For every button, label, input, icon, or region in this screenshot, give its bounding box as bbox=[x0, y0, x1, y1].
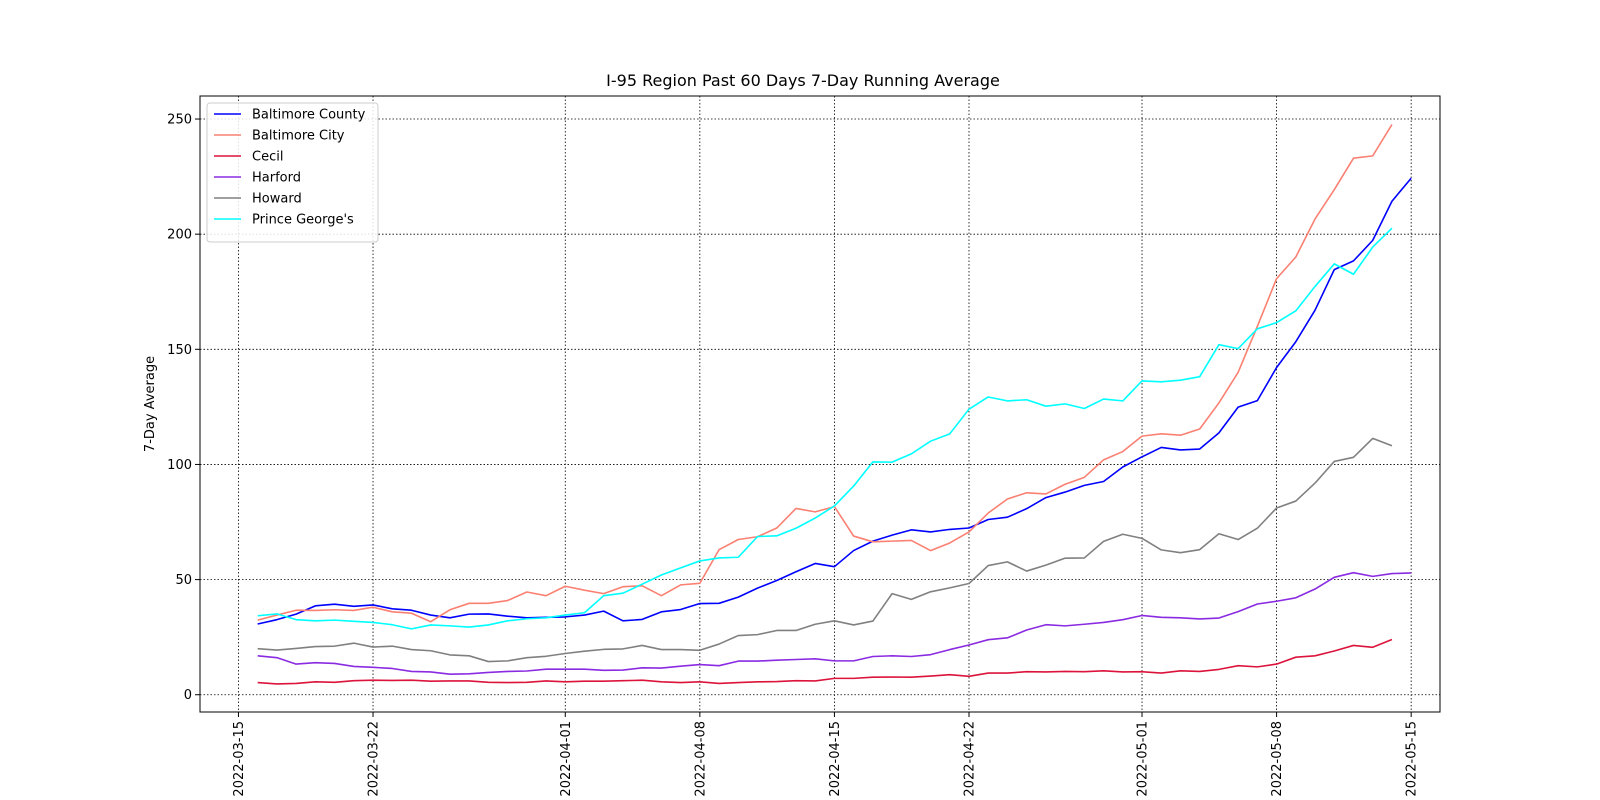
series-line-5 bbox=[257, 227, 1393, 630]
x-tick-label: 2022-03-22 bbox=[367, 721, 382, 797]
series-line-4 bbox=[257, 437, 1393, 663]
x-tick-label: 2022-04-08 bbox=[693, 721, 708, 797]
x-tick-label: 2022-05-01 bbox=[1136, 721, 1151, 797]
y-tick-label: 200 bbox=[167, 228, 192, 243]
legend-label: Baltimore County bbox=[252, 108, 366, 123]
legend-label: Prince George's bbox=[252, 213, 354, 228]
legend-label: Harford bbox=[252, 171, 301, 186]
y-axis: 0 50 100 150 200 250 bbox=[167, 113, 200, 703]
x-tick-label: 2022-04-01 bbox=[559, 721, 574, 797]
x-tick-label: 2022-04-15 bbox=[828, 721, 843, 797]
legend: Baltimore County Baltimore City Cecil Harfo… bbox=[206, 102, 379, 243]
x-tick-label: 2022-03-15 bbox=[232, 721, 247, 797]
y-tick-label: 150 bbox=[167, 343, 192, 358]
legend-label: Baltimore City bbox=[252, 129, 345, 144]
legend-box bbox=[206, 102, 379, 243]
y-axis-label: 7-Day Average bbox=[143, 356, 158, 452]
legend-label: Howard bbox=[252, 192, 302, 207]
chart-title: I-95 Region Past 60 Days 7-Day Running A… bbox=[606, 71, 1000, 90]
series-layer bbox=[257, 124, 1412, 685]
plot-frame bbox=[199, 95, 1441, 713]
x-axis: 2022-03-15 2022-03-22 2022-04-01 2022-04-08… bbox=[232, 712, 1420, 797]
x-tick-label: 2022-04-22 bbox=[962, 721, 977, 797]
x-tick-label: 2022-05-15 bbox=[1405, 721, 1420, 797]
y-tick-label: 50 bbox=[175, 573, 192, 588]
series-line-2 bbox=[257, 638, 1393, 685]
legend-label: Cecil bbox=[252, 150, 283, 165]
series-line-3 bbox=[257, 571, 1412, 676]
y-tick-label: 250 bbox=[167, 113, 192, 128]
series-line-0 bbox=[257, 177, 1412, 625]
y-tick-label: 100 bbox=[167, 458, 192, 473]
y-tick-label: 0 bbox=[184, 688, 192, 703]
series-line-1 bbox=[257, 124, 1393, 623]
grid-layer bbox=[200, 96, 1440, 712]
x-tick-label: 2022-05-08 bbox=[1270, 721, 1285, 797]
